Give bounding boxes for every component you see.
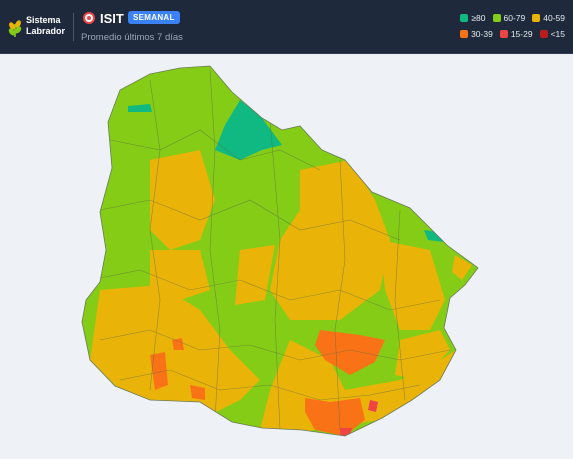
brand: Sistema Labrador	[26, 15, 66, 36]
legend-label: 15-29	[510, 29, 533, 39]
legend-swatch	[539, 30, 548, 38]
legend-label: 60-79	[503, 13, 526, 23]
title: ISIT	[100, 11, 124, 26]
legend-item: 30-39	[460, 29, 493, 39]
legend-swatch	[532, 14, 541, 22]
legend-swatch	[492, 14, 501, 22]
subtitle: Promedio últimos 7 días	[81, 32, 183, 43]
legend-swatch	[460, 14, 469, 22]
legend-label: ≥80	[471, 13, 486, 23]
legend-item: ≥80	[460, 13, 486, 23]
regions	[82, 66, 478, 436]
period-badge[interactable]: SEMANAL	[128, 11, 180, 24]
legend-label: 30-39	[471, 29, 493, 39]
map	[81, 65, 479, 437]
legend-item: <15	[539, 29, 565, 39]
legend-label: <15	[550, 29, 565, 39]
logo	[8, 20, 22, 37]
legend-item: 40-59	[532, 13, 565, 23]
header: Sistema Labrador ISIT SEMANAL Promedio ú…	[0, 0, 573, 54]
legend-swatch	[460, 30, 469, 38]
legend-item: 15-29	[499, 29, 533, 39]
divider	[73, 13, 74, 41]
legend-label: 40-59	[543, 13, 565, 23]
legend-item: 60-79	[492, 13, 526, 23]
target-icon	[83, 12, 95, 24]
legend: ≥80 60-79 40-59 30-39 15-29 <15	[445, 13, 565, 39]
legend-swatch	[499, 30, 508, 38]
